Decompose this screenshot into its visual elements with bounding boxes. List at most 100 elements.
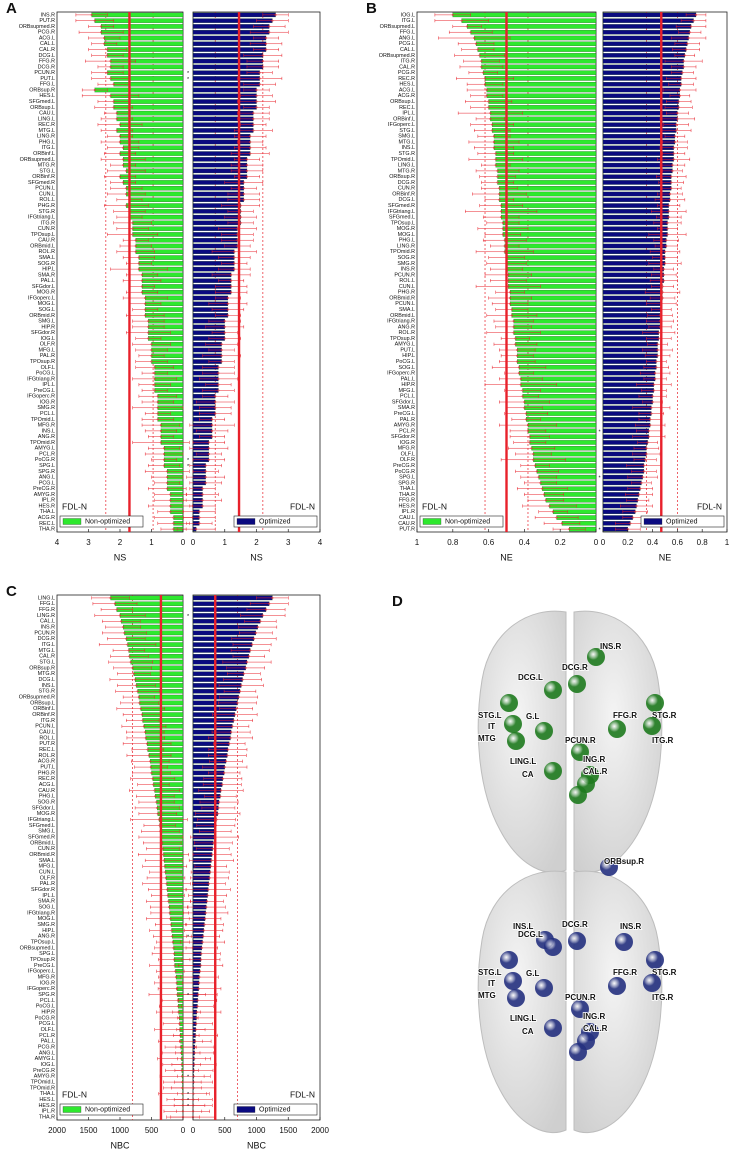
bar-end	[641, 476, 644, 479]
error-bar	[488, 296, 532, 300]
error-bar	[91, 596, 130, 600]
category-label: PCG.R	[38, 1045, 55, 1051]
category-label: PoCG.R	[35, 457, 55, 463]
node-label: IT	[488, 979, 495, 988]
bar-end	[686, 42, 689, 45]
category-label: PCUN.L	[395, 301, 415, 307]
category-label: ORBmid.R	[29, 852, 55, 858]
category-label: FFG.L	[40, 82, 55, 88]
error-bar	[131, 747, 164, 752]
error-bar	[243, 88, 270, 92]
category-label: IOG.L	[401, 12, 415, 18]
category-label: ACG.L	[399, 87, 415, 93]
error-bar	[479, 175, 516, 179]
error-bar	[434, 19, 489, 23]
category-label: HIP.R	[401, 382, 415, 388]
category-label: STG.R	[39, 689, 56, 695]
x-axis-label: NBC	[110, 1140, 130, 1150]
significance-marker: *	[187, 993, 190, 999]
error-bar	[227, 198, 260, 202]
category-label: SFGmed.R	[28, 180, 55, 186]
error-bar	[249, 30, 289, 34]
bar-end	[171, 940, 175, 944]
bar-end	[512, 320, 515, 323]
bar-end	[492, 146, 496, 149]
bar-end	[508, 302, 512, 305]
bar-end	[510, 314, 513, 317]
bar-end	[147, 331, 150, 334]
bar-end	[672, 146, 675, 149]
error-bar	[490, 279, 527, 283]
error-bar	[151, 475, 184, 479]
bar-end	[169, 493, 172, 496]
error-bar	[115, 689, 160, 693]
category-label: THA.L	[400, 486, 415, 492]
bar-end	[129, 660, 132, 664]
error-bar	[256, 596, 289, 600]
error-bar	[141, 417, 174, 421]
error-bar	[232, 654, 266, 658]
bar-end	[210, 429, 214, 432]
error-bar	[105, 625, 142, 629]
error-bar	[199, 800, 239, 804]
category-label: PCG.L	[39, 480, 55, 486]
error-bar	[534, 515, 579, 520]
bar	[602, 93, 681, 98]
bar-end	[103, 42, 106, 45]
brain-node	[535, 722, 553, 740]
error-bar	[174, 1068, 214, 1073]
bar-end	[194, 1034, 197, 1037]
error-bar	[470, 94, 504, 98]
bar-end	[134, 244, 137, 248]
bar-end	[197, 981, 201, 985]
bar-end	[512, 331, 515, 334]
category-label: SMG.R	[37, 922, 55, 928]
bar-end	[226, 308, 230, 311]
bar-end	[568, 528, 571, 531]
error-bar	[107, 146, 140, 150]
error-bar	[504, 411, 548, 416]
error-bar	[205, 383, 232, 387]
bar-end	[156, 395, 159, 398]
bar-end	[252, 123, 255, 126]
bar-end	[226, 302, 230, 305]
category-label: REC.L	[39, 747, 55, 753]
error-bar	[100, 128, 133, 133]
category-label: ROL.L	[39, 197, 55, 203]
x-tick-label: 0.2	[555, 538, 567, 547]
bar-end	[252, 117, 255, 120]
node-label: G.L	[526, 969, 539, 978]
bar-end	[501, 233, 505, 236]
bar-end	[135, 684, 138, 687]
category-label: SPG.R	[398, 480, 415, 486]
x-tick-label: 4	[318, 538, 323, 547]
series-1	[176, 12, 289, 532]
bar-end	[125, 192, 128, 196]
bar-end	[258, 71, 261, 74]
error-bar	[132, 307, 159, 312]
error-bar	[208, 319, 241, 323]
error-bar	[646, 319, 674, 323]
bar-end	[560, 522, 564, 525]
error-bar	[224, 215, 257, 219]
category-label: SFGmed.L	[389, 215, 415, 221]
category-label: PHG.L	[39, 139, 55, 145]
bar-end	[226, 748, 230, 751]
error-bar	[214, 290, 248, 294]
bar-end	[118, 152, 122, 155]
category-label: ACG.L	[39, 35, 55, 41]
error-bar	[240, 123, 267, 127]
hemisphere-right	[573, 870, 663, 1134]
error-bar	[202, 394, 229, 398]
error-bar	[665, 99, 692, 104]
bar-end	[271, 596, 274, 600]
category-label: PreCG.L	[34, 963, 55, 969]
category-label: CAU.R	[38, 238, 55, 244]
bar-end	[165, 882, 168, 885]
node-label: MTG	[478, 991, 496, 1000]
category-label: SFGdor.L	[32, 805, 55, 811]
bar-end	[636, 499, 639, 502]
error-bar	[91, 42, 118, 46]
plot-frame	[192, 11, 321, 533]
error-bar	[208, 348, 235, 352]
